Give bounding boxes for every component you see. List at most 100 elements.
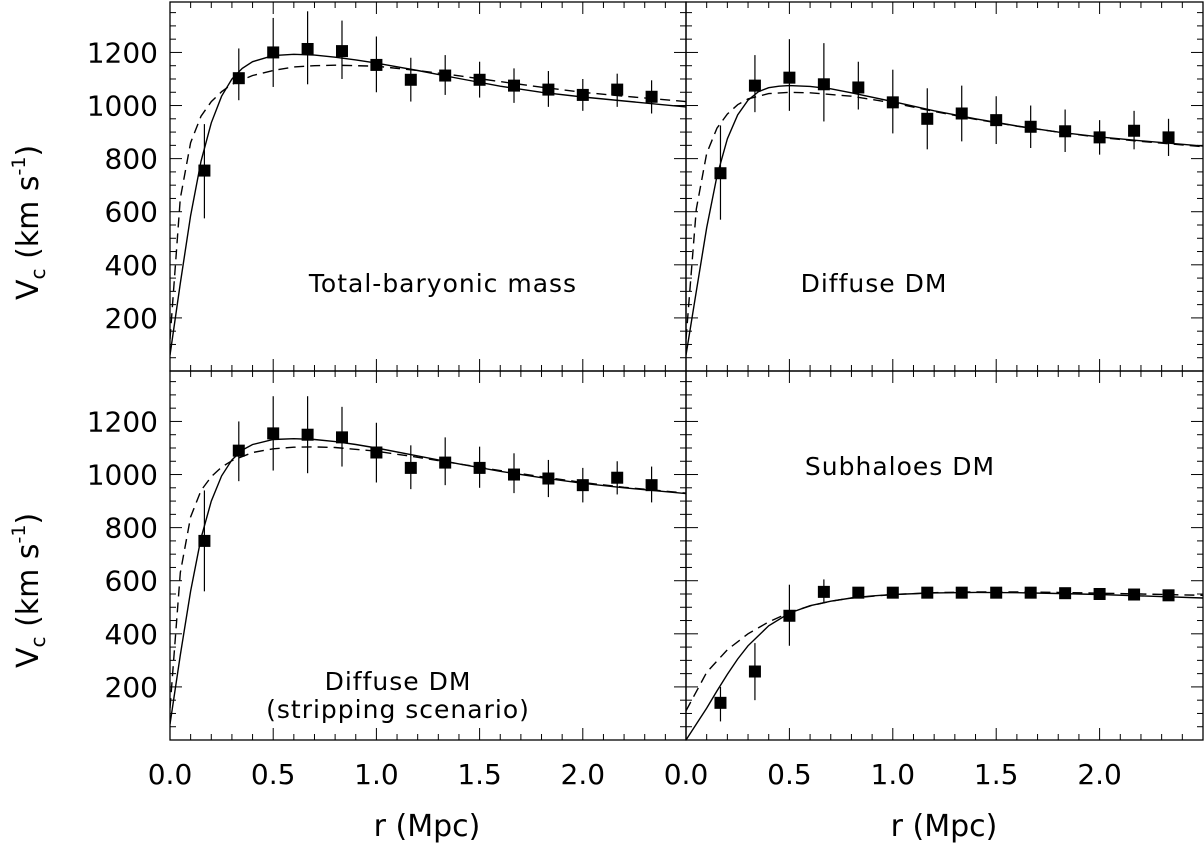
data-point	[1162, 589, 1175, 602]
x-tick-label: 1.5	[974, 758, 1019, 791]
x-tick-label: 1.0	[871, 758, 916, 791]
data-point	[370, 58, 383, 71]
data-point	[576, 88, 589, 101]
solid-model-curve	[686, 591, 1203, 740]
data-point	[817, 585, 830, 598]
chart-panels: 200 400 600 800 1000 1200 Total-baryonic mass D…	[87, 1, 1204, 791]
data-point	[1093, 131, 1106, 144]
data-point	[301, 428, 314, 441]
solid-model-curve	[686, 84, 1203, 356]
data-point	[576, 479, 589, 492]
data-point	[439, 456, 452, 469]
data-point	[267, 427, 280, 440]
y-tick-label: 800	[105, 512, 158, 545]
data-point	[335, 45, 348, 58]
data-point	[611, 471, 624, 484]
y-tick-label: 1000	[87, 90, 158, 123]
panel-label: Total-baryonic mass	[308, 269, 577, 298]
x-tick-label: 1.5	[457, 758, 502, 791]
data-point	[886, 96, 899, 109]
panel-top-right: Diffuse DM	[685, 1, 1204, 372]
data-point	[714, 696, 727, 709]
y-tick-label: 200	[105, 671, 158, 704]
data-point	[990, 586, 1003, 599]
dashed-model-curve	[686, 91, 1203, 340]
panel-bottom-left: 200 400 600 800 1000 1200 0.0 0.5 1.0 1.5 2.0 Diffu…	[87, 370, 687, 791]
panel-label: Diffuse DM	[801, 269, 948, 298]
y-tick-label: 400	[105, 249, 158, 282]
x-tick-label: 2.0	[1077, 758, 1122, 791]
dashed-model-curve	[170, 64, 686, 340]
data-point	[990, 114, 1003, 127]
data-point	[1128, 124, 1141, 137]
data-point	[852, 586, 865, 599]
y-tick-label: 600	[105, 196, 158, 229]
data-point	[508, 468, 521, 481]
dashed-model-curve	[170, 446, 686, 709]
data-point	[473, 73, 486, 86]
data-point	[955, 107, 968, 120]
x-axis-title-left: r (Mpc)	[374, 809, 481, 844]
dashed-model-curve	[686, 591, 1203, 712]
panel-label: Diffuse DM	[325, 667, 472, 696]
data-point	[852, 81, 865, 94]
tick-marks	[169, 2, 687, 372]
data-point	[301, 42, 314, 55]
data-point	[783, 71, 796, 84]
data-point	[335, 431, 348, 444]
data-point	[1093, 587, 1106, 600]
data-point	[542, 83, 555, 96]
data-point	[1128, 588, 1141, 601]
data-point	[508, 79, 521, 92]
data-point	[473, 461, 486, 474]
y-tick-label: 600	[105, 565, 158, 598]
plot-frame	[685, 370, 1204, 741]
data-point	[404, 73, 417, 86]
tick-marks	[169, 371, 687, 741]
y-tick-label: 400	[105, 618, 158, 651]
data-point	[267, 46, 280, 59]
tick-marks	[685, 371, 1204, 741]
data-point	[645, 479, 658, 492]
panel-top-left: 200 400 600 800 1000 1200 Total-baryonic mass	[87, 1, 687, 372]
data-point	[1024, 586, 1037, 599]
y-axis-title-top: Vc (km s-1)	[8, 145, 50, 300]
data-point	[198, 534, 211, 547]
y-tick-label: 800	[105, 143, 158, 176]
data-point	[1162, 131, 1175, 144]
tick-marks	[685, 2, 1204, 372]
data-point	[198, 164, 211, 177]
data-point	[714, 167, 727, 180]
panel-label: Subhaloes DM	[805, 452, 995, 481]
solid-model-curve	[170, 53, 686, 356]
data-point	[439, 69, 452, 82]
y-tick-label: 1000	[87, 459, 158, 492]
data-point	[886, 586, 899, 599]
y-tick-label: 200	[105, 302, 158, 335]
panel-bottom-right: 0.0 0.5 1.0 1.5 2.0 Subhaloes DM	[664, 370, 1204, 791]
data-point	[404, 461, 417, 474]
data-point	[645, 90, 658, 103]
x-tick-label: 0.0	[148, 758, 193, 791]
data-point	[611, 83, 624, 96]
data-point	[817, 78, 830, 91]
data-point	[921, 586, 934, 599]
data-point	[748, 665, 761, 678]
y-tick-label: 1200	[87, 36, 158, 69]
data-point	[921, 112, 934, 125]
data-point	[783, 609, 796, 622]
data-point	[955, 586, 968, 599]
x-axis-title-right: r (Mpc)	[891, 809, 998, 844]
data-point	[748, 79, 761, 92]
x-tick-label: 1.0	[354, 758, 399, 791]
data-point	[232, 72, 245, 85]
y-axis-title-bottom: Vc (km s-1)	[8, 513, 50, 668]
plot-frame	[169, 1, 687, 372]
data-point	[1024, 120, 1037, 133]
x-tick-label: 2.0	[561, 758, 606, 791]
data-point	[542, 472, 555, 485]
y-tick-label: 1200	[87, 405, 158, 438]
plot-frame	[685, 1, 1204, 372]
data-point	[1059, 587, 1072, 600]
